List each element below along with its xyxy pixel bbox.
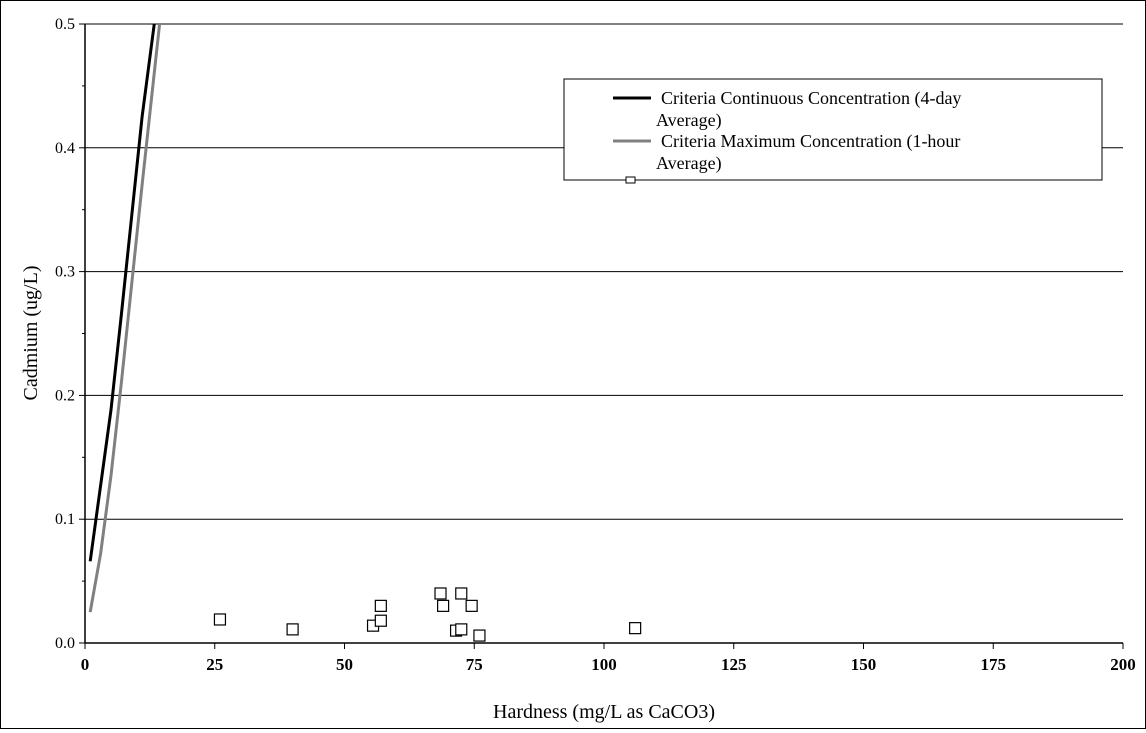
series-layer <box>88 24 642 642</box>
legend-label-ccc-line1: Criteria Continuous Concentration (4-day <box>661 88 961 109</box>
legend-label-cmc-line1: Criteria Maximum Concentration (1-hour <box>661 131 960 152</box>
data-point <box>213 613 227 626</box>
x-tick-label: 150 <box>851 655 877 674</box>
data-point <box>374 599 387 612</box>
x-tick-label: 175 <box>981 655 1007 674</box>
legend-label-cmc-line2: Average) <box>656 153 722 174</box>
y-tick-label: 0.1 <box>55 511 75 528</box>
legend: Criteria Continuous Concentration (4-day… <box>563 78 1103 184</box>
y-tick-label: 0.2 <box>55 387 75 404</box>
x-tick-label: 25 <box>206 655 223 674</box>
series-line-ccc <box>88 24 156 562</box>
data-point <box>437 599 450 612</box>
legend-label-cmc: Criteria Maximum Concentration (1-hour A… <box>656 131 965 174</box>
y-tick-label: 0.4 <box>55 140 75 157</box>
y-axis-title: Cadmium (ug/L) <box>20 266 42 401</box>
x-tick-label: 125 <box>721 655 747 674</box>
x-tick-label: 0 <box>81 655 90 674</box>
tick-labels: 0.0 0.1 0.2 0.3 0.4 0.5 0 25 50 75 100 125 150 175 200 <box>55 16 1136 674</box>
legend-marker-cadmium <box>625 176 636 184</box>
data-point <box>465 599 478 612</box>
y-tick-label: 0.0 <box>55 635 75 652</box>
x-tick-label: 75 <box>466 655 483 674</box>
data-point <box>455 587 468 600</box>
data-point <box>286 623 299 636</box>
legend-label-ccc-line2: Average) <box>656 110 722 131</box>
y-tick-label: 0.3 <box>55 264 75 281</box>
legend-box <box>563 78 1103 181</box>
axes <box>79 23 1124 649</box>
x-tick-label: 200 <box>1110 655 1136 674</box>
y-tick-label: 0.5 <box>55 16 75 33</box>
data-point <box>455 623 468 636</box>
legend-label-ccc: Criteria Continuous Concentration (4-day… <box>656 88 966 131</box>
x-tick-label: 100 <box>591 655 617 674</box>
x-tick-label: 50 <box>336 655 353 674</box>
x-axis-title: Hardness (mg/L as CaCO3) <box>493 701 715 723</box>
data-point <box>629 622 642 635</box>
data-point <box>374 614 387 627</box>
data-point <box>473 629 486 642</box>
data-point <box>434 587 447 600</box>
series-line-cmc <box>88 24 162 613</box>
